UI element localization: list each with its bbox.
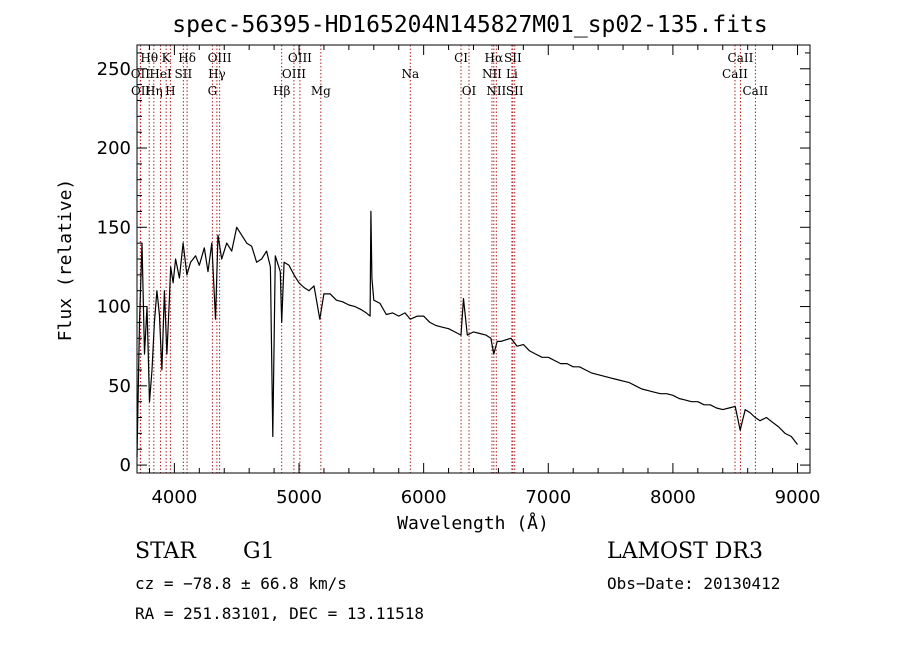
spectral-line-label: CaII — [722, 67, 748, 81]
spectral-line-label: OIII — [208, 51, 232, 65]
y-tick-label: 100 — [97, 297, 131, 318]
spectral-line-label: Hη — [145, 84, 163, 98]
y-tick-label: 250 — [97, 59, 131, 80]
spectral-line-label: NII — [486, 84, 506, 98]
spectral-line-label: Li — [506, 67, 518, 81]
survey-name: LAMOST DR3 — [607, 539, 763, 564]
x-tick-label: 7000 — [525, 487, 571, 508]
spectral-line-label: OIII — [282, 67, 306, 81]
spectral-lines-layer — [139, 45, 756, 473]
x-tick-label: 9000 — [775, 487, 821, 508]
spectral-line-label: Hδ — [178, 51, 196, 65]
y-tick-label: 150 — [97, 217, 131, 238]
spectral-line-label: Mg — [311, 84, 331, 98]
spectral-line-label: OIII — [288, 51, 312, 65]
spectrum-series-line — [136, 210, 798, 458]
y-tick-label: 50 — [108, 376, 131, 397]
spectral-line-label: CI — [454, 51, 468, 65]
x-tick-label: 6000 — [401, 487, 447, 508]
spectral-line-label: G — [208, 84, 218, 98]
spectral-line-label: Hγ — [208, 67, 226, 81]
spectral-line-label: OII — [131, 67, 151, 81]
ticks-layer: 4000 5000 6000 7000 8000 9000 0 50 100 150 200 250 — [97, 45, 821, 508]
x-tick-label: 4000 — [151, 487, 197, 508]
spectral-line-label: K — [162, 51, 172, 65]
x-tick-label: 5000 — [276, 487, 322, 508]
spectral-line-label: SII — [175, 67, 193, 81]
spectral-line-label: Hβ — [273, 84, 290, 98]
object-class: STAR — [135, 539, 196, 564]
spectral-line-label: NII — [482, 67, 502, 81]
spectral-line-label: SII — [504, 51, 522, 65]
y-tick-label: 200 — [97, 138, 131, 159]
spectral-line-label: HeI — [149, 67, 172, 81]
spectral-line-label: OI — [462, 84, 477, 98]
spectral-line-label: H — [165, 84, 175, 98]
spectral-line-label: CaII — [728, 51, 754, 65]
coordinates: RA = 251.83101, DEC = 13.11518 — [135, 604, 424, 623]
observation-date: Obs−Date: 20130412 — [607, 574, 781, 593]
redshift-cz: cz = −78.8 ± 66.8 km/s — [135, 574, 347, 593]
spectral-line-label: Hα — [485, 51, 504, 65]
x-tick-label: 8000 — [650, 487, 696, 508]
spectral-line-label: SII — [506, 84, 524, 98]
spectral-line-label: OII — [131, 84, 151, 98]
plot-frame — [136, 44, 811, 474]
spectral-line-label: Hθ — [140, 51, 158, 65]
y-axis-label: Flux (relative) — [55, 179, 76, 342]
y-tick-label: 0 — [120, 455, 131, 476]
spectral-line-label: Na — [401, 67, 419, 81]
object-subclass: G1 — [243, 539, 275, 564]
chart-title: spec-56395-HD165204N145827M01_sp02-135.f… — [172, 12, 767, 38]
spectral-line-label: CaII — [742, 84, 768, 98]
x-axis-label: Wavelength (Å) — [397, 512, 549, 534]
series-layer — [136, 210, 798, 458]
